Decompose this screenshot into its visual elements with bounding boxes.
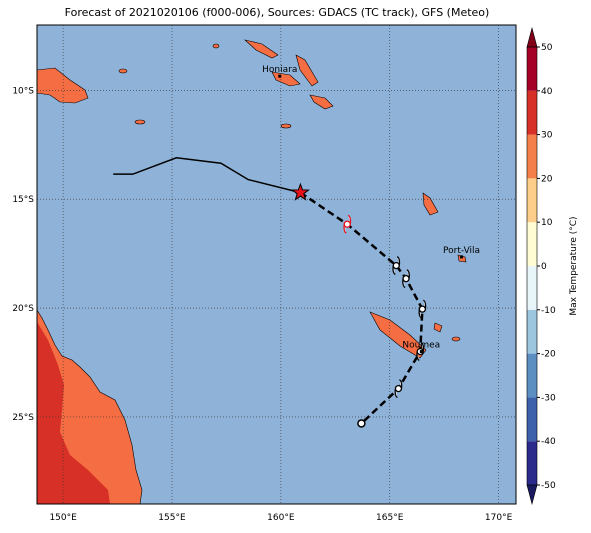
colorbar-tick-label: -40 — [541, 437, 556, 447]
colorbar-extend-high — [526, 26, 538, 48]
storm-symbol — [402, 269, 410, 289]
colorbar-band — [527, 266, 537, 310]
island — [212, 43, 220, 49]
map-frame — [36, 24, 517, 505]
city-label: Honiara — [262, 65, 297, 75]
island — [309, 94, 334, 110]
colorbar-label: Max Temperature (°C) — [569, 216, 579, 315]
city-marker — [460, 255, 464, 259]
colorbar-tick-label: 50 — [541, 43, 553, 53]
colorbar-band — [527, 397, 537, 442]
past-track — [113, 157, 301, 194]
island — [134, 119, 146, 125]
city-label: Noumea — [402, 341, 440, 351]
colorbar-band — [527, 441, 537, 485]
x-tick-label: 170°E — [485, 513, 513, 523]
colorbar-band — [527, 309, 537, 354]
city-label: Port-Vila — [443, 246, 480, 256]
storm-symbol — [392, 256, 401, 276]
forecast-track — [299, 191, 424, 425]
colorbar-tick-label: 30 — [541, 131, 553, 141]
land-group — [37, 39, 467, 504]
australia-interior — [37, 322, 110, 504]
storm-symbol — [394, 379, 403, 399]
colorbar-band — [527, 353, 537, 398]
colorbar-band — [527, 222, 537, 266]
colorbar-tick-label: -10 — [541, 306, 556, 316]
island — [280, 123, 292, 129]
x-tick-label: 155°E — [158, 513, 186, 523]
y-tick-label: 25°S — [12, 413, 34, 423]
colorbar-tick-label: -20 — [541, 350, 556, 360]
city-marker — [278, 74, 282, 78]
x-tick-label: 150°E — [49, 513, 77, 523]
island — [118, 68, 128, 74]
plot-layer: 150°E 155°E 160°E 165°E 170°E 10°S 15°S 20°S 25°… — [12, 25, 579, 523]
forecast-position — [357, 419, 366, 428]
current-position — [290, 182, 310, 201]
papua-new-guinea — [37, 67, 89, 104]
colorbar-band — [527, 134, 537, 179]
colorbar-tick-label: -30 — [541, 393, 556, 403]
colorbar-tick-label: 10 — [541, 218, 553, 228]
island — [295, 54, 319, 87]
x-tick-label: 160°E — [267, 513, 295, 523]
island — [433, 322, 443, 333]
colorbar-tick-label: 0 — [541, 262, 547, 272]
colorbar-band — [527, 47, 537, 91]
title: Forecast of 2021020106 (f000-006), Sourc… — [65, 6, 490, 19]
y-tick-label: 10°S — [12, 86, 34, 96]
island — [422, 192, 439, 216]
colorbar-tick-label: 20 — [541, 174, 553, 184]
y-tick-label: 15°S — [12, 195, 34, 205]
colorbar-band — [527, 178, 537, 223]
city-marker — [419, 350, 423, 354]
y-tick-label: 20°S — [12, 304, 34, 314]
new-caledonia — [369, 311, 427, 359]
colorbar-tick-label: 40 — [541, 87, 553, 97]
colorbar-tick-label: -50 — [541, 481, 556, 491]
island — [451, 336, 461, 342]
colorbar-band — [527, 90, 537, 135]
colorbar-extend-low — [526, 484, 538, 506]
island — [243, 39, 279, 59]
x-tick-label: 165°E — [376, 513, 404, 523]
storm-symbol — [343, 214, 352, 234]
storm-symbol — [418, 299, 427, 319]
